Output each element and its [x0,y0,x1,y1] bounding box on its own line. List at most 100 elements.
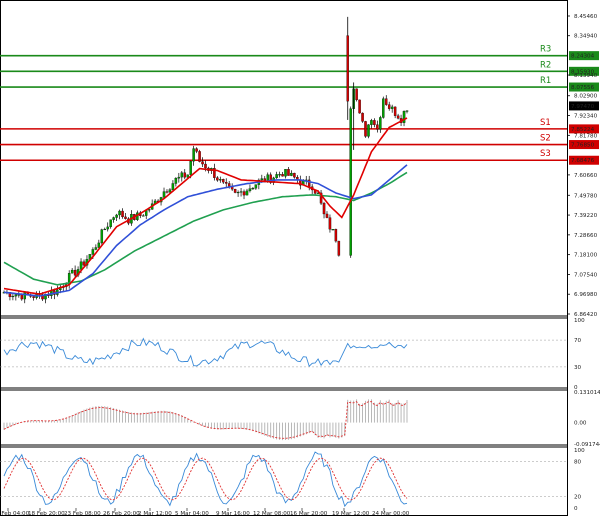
level-price-tag-bg [569,124,599,134]
osc3-tick-label: 80 [574,460,582,466]
time-tick-label: 2 Mar 12:00 [138,511,172,517]
price-tick-label: 7.92340 [574,114,598,120]
candle-up [251,188,255,190]
candle-down [124,216,127,219]
candle-down [32,296,35,298]
osc3-tick-label: 100 [574,448,585,454]
candle-up [290,172,293,176]
candle-up [109,219,112,228]
price-tick-label: 7.28660 [574,233,598,239]
candle-up [390,106,394,109]
candle-down [222,179,225,183]
candle-down [325,213,329,218]
ma-mid-line [3,164,408,297]
price-tick-label: 8.34940 [574,34,598,40]
candle-up [118,210,121,216]
candle-up [254,184,258,189]
candle-up [245,190,249,196]
level-price-tag: 8.24304 [571,54,595,60]
level-label-s2: S2 [540,134,551,144]
price-axis: 8.45460 8.34940 8.13940 8.02900 7.92340 7.817… [567,14,598,318]
osc1-tick-label: 70 [574,338,582,344]
candle-up [147,209,151,211]
candle-down [20,294,24,300]
candle-up [236,191,240,194]
candle-down [204,163,207,169]
candle-up [219,179,222,181]
level-label-r3: R3 [540,45,551,55]
candle-down [287,169,290,176]
time-tick-label: 16 Mar 20:00 [290,511,328,517]
level-price-tag-bg [569,155,599,165]
osc2-signal-line [3,401,408,439]
price-tick-label: 7.18100 [574,253,598,259]
candle-down [334,229,338,242]
candle-down [355,88,358,101]
time-tick-label: 23 Feb 08:00 [64,511,101,517]
price-tick-label: 7.07540 [574,272,598,278]
time-tick-label: 5 Mar 04:00 [175,511,209,517]
candle-down [201,161,204,165]
candle-up [115,214,118,218]
candle-up [260,178,264,181]
level-label-s3: S3 [540,149,551,159]
candle-down [242,191,246,196]
candle-down [269,174,272,183]
time-tick-label: 5 Feb 04:00 [0,511,30,517]
candle-up [97,242,101,248]
level-price-tag-bg [569,82,599,92]
level-price-tag: 7.76850 [571,143,595,149]
candle-down [216,177,219,181]
candle-up [91,249,95,255]
candle-up [79,261,83,270]
candle-down [328,217,332,230]
price-tick-label: 8.45460 [574,14,598,20]
level-price-tag: 8.15930 [571,69,595,75]
candle-up [186,174,189,178]
candle-down [358,99,361,114]
candle-up [405,110,409,112]
candle-up [162,191,166,198]
osc3-d-line [3,457,408,501]
osc1-tick-label: 30 [574,365,582,371]
candle-up [382,98,385,118]
level-price-tag: 7.85224 [571,127,595,133]
candle-up [171,183,175,190]
level-price-tag-bg [569,140,599,150]
candle-down [364,121,367,137]
candle-up [370,120,373,125]
candle-down [346,35,349,102]
candle-up [103,228,107,231]
level-price-tag: 7.68476 [571,158,595,164]
candle-down [385,98,388,105]
candle-up [180,172,184,178]
candle-up [112,217,115,220]
candle-up [70,269,74,274]
candle-down [387,104,391,109]
candle-down [337,240,341,256]
candle-down [121,210,124,218]
candle-up [142,215,145,217]
price-tick-label: 6.96980 [574,292,598,298]
price-tick-label: 7.39220 [574,213,598,219]
price-tick-label: 8.13940 [574,73,598,79]
candle-down [73,269,77,276]
candle-down [82,261,86,266]
price-tick-label: 7.81780 [574,133,598,139]
ma-fast-line [3,117,408,296]
candle-down [198,151,201,162]
candle-down [322,203,326,215]
level-label-s1: S1 [540,118,551,128]
candle-up [192,148,195,162]
osc3-tick-label: 0 [574,506,578,512]
candle-up [168,189,172,193]
time-tick-label: 26 Feb 20:00 [103,511,140,517]
candle-down [224,181,228,184]
candle-down [213,168,216,178]
candle-up [23,291,26,300]
candle-down [281,174,284,177]
osc1-tick-label: 0 [574,385,578,391]
last-price-tag: 7.97470 [571,104,595,110]
